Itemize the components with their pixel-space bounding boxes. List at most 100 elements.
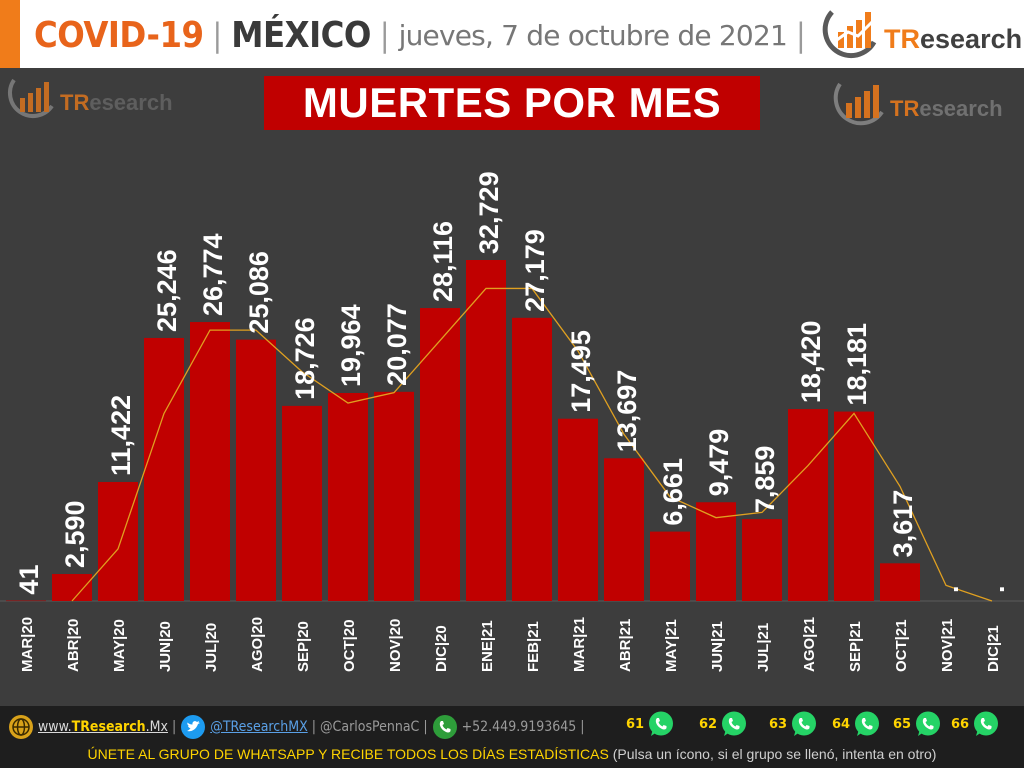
footer: www.TResearch.Mx | @TResearchMX | @Carlo… <box>0 706 1024 768</box>
bar <box>512 317 552 601</box>
value-label: . <box>934 585 964 593</box>
chart-area: 41 2,590 11,422 25,246 26,774 25,086 18,726 19,… <box>0 68 1024 706</box>
value-label: 26,774 <box>198 233 228 316</box>
footer-separator: | <box>580 719 585 735</box>
watermark-logo-left: TResearch <box>8 78 173 119</box>
twitter-link[interactable]: @TResearchMX <box>210 719 308 735</box>
bar <box>788 409 828 601</box>
whatsapp-group-66[interactable]: 66 <box>951 710 1000 738</box>
whatsapp-group-number: 65 <box>893 716 912 732</box>
header-accent-bar <box>0 0 20 68</box>
whatsapp-group-61[interactable]: 61 <box>626 710 675 738</box>
header-title: COVID-19 | MÉXICO | jueves, 7 de octubre… <box>34 10 815 60</box>
whatsapp-group-63[interactable]: 63 <box>769 710 818 738</box>
category-label: JUN|20 <box>157 621 174 672</box>
whatsapp-group-65[interactable]: 65 <box>893 710 942 738</box>
value-label: 6,661 <box>658 458 688 526</box>
value-label: 41 <box>14 565 44 595</box>
category-label: SEP|20 <box>295 621 312 672</box>
author-handle[interactable]: @CarlosPennaC <box>319 719 420 735</box>
website-suffix: .Mx <box>145 719 168 735</box>
value-label: 11,422 <box>106 395 136 476</box>
value-label: 3,617 <box>888 490 918 558</box>
whatsapp-icon[interactable] <box>647 710 675 738</box>
category-label: MAR|21 <box>571 617 588 672</box>
value-label: 32,729 <box>474 171 504 254</box>
website-prefix: www. <box>38 719 72 735</box>
bar <box>834 411 874 601</box>
value-label: 19,964 <box>336 304 366 387</box>
whatsapp-group-62[interactable]: 62 <box>699 710 748 738</box>
value-label: 25,086 <box>244 251 274 334</box>
value-label: 17,495 <box>566 330 596 413</box>
whatsapp-icon[interactable] <box>790 710 818 738</box>
value-label: 18,726 <box>290 317 320 400</box>
value-label: 13,697 <box>612 370 642 453</box>
footer-cta-row: ÚNETE AL GRUPO DE WHATSAPP Y RECIBE TODO… <box>0 746 1024 762</box>
svg-text:TResearch: TResearch <box>890 96 1003 121</box>
phone-icon <box>432 715 457 739</box>
whatsapp-cta: ÚNETE AL GRUPO DE WHATSAPP Y RECIBE TODO… <box>87 746 609 762</box>
whatsapp-icon[interactable] <box>914 710 942 738</box>
bar <box>742 519 782 601</box>
category-label: JUN|21 <box>709 621 726 672</box>
value-label: . <box>980 585 1010 593</box>
header-separator: | <box>379 16 390 54</box>
whatsapp-icon[interactable] <box>720 710 748 738</box>
whatsapp-group-64[interactable]: 64 <box>832 710 881 738</box>
category-label: JUL|20 <box>203 623 220 672</box>
category-label: OCT|21 <box>893 619 910 672</box>
bar <box>328 392 368 601</box>
category-label: ABR|20 <box>65 619 82 672</box>
phone-number[interactable]: +52.449.9193645 <box>461 719 577 735</box>
deaths-bar-chart: 41 2,590 11,422 25,246 26,774 25,086 18,726 19,… <box>0 171 1024 672</box>
category-label: MAY|20 <box>111 619 128 672</box>
category-label: NOV|21 <box>939 619 956 672</box>
value-label: 9,479 <box>704 429 734 497</box>
bar <box>880 563 920 601</box>
category-label: AGO|20 <box>249 617 266 672</box>
footer-separator: | <box>171 719 177 735</box>
category-label: MAY|21 <box>663 619 680 672</box>
header-separator: | <box>795 16 806 54</box>
whatsapp-icon[interactable] <box>853 710 881 738</box>
category-label: FEB|21 <box>525 621 542 672</box>
value-label: 25,246 <box>152 249 182 332</box>
twitter-icon <box>181 715 206 739</box>
bar <box>236 339 276 601</box>
value-label: 7,859 <box>750 446 780 514</box>
brand-logo[interactable]: TResearch <box>818 2 1024 66</box>
globe-icon <box>9 715 33 739</box>
bar <box>144 337 184 601</box>
brand-logo-icon <box>822 10 878 59</box>
bar <box>604 458 644 601</box>
whatsapp-icon[interactable] <box>972 710 1000 738</box>
category-label: SEP|21 <box>847 621 864 672</box>
bar <box>650 531 690 601</box>
bar <box>558 418 598 601</box>
website-brand: TResearch <box>71 719 146 735</box>
category-label: ENE|21 <box>479 620 496 672</box>
category-label: ABR|21 <box>617 619 634 672</box>
whatsapp-group-number: 62 <box>699 716 718 732</box>
category-label: DIC|20 <box>433 625 450 672</box>
value-label: 28,116 <box>428 221 458 302</box>
value-label: 2,590 <box>60 500 90 568</box>
footer-contact-row: www.TResearch.Mx | @TResearchMX | @Carlo… <box>8 712 1018 742</box>
footer-separator: | <box>311 719 316 735</box>
website-link[interactable]: www.TResearch.Mx <box>38 719 168 735</box>
chart-title-box: MUERTES POR MES <box>264 76 760 130</box>
svg-text:TResearch: TResearch <box>884 24 1022 54</box>
header-country: MÉXICO <box>231 14 371 56</box>
bar <box>6 600 46 602</box>
header-separator: | <box>212 16 223 54</box>
whatsapp-group-number: 61 <box>626 716 645 732</box>
category-label: OCT|20 <box>341 619 358 672</box>
category-label: AGO|21 <box>801 617 818 672</box>
bar <box>466 260 506 601</box>
header: COVID-19 | MÉXICO | jueves, 7 de octubre… <box>0 0 1024 68</box>
bar <box>282 405 322 601</box>
bar <box>190 322 230 601</box>
whatsapp-group-number: 63 <box>769 716 788 732</box>
header-date: jueves, 7 de octubre de 2021 <box>398 18 788 52</box>
